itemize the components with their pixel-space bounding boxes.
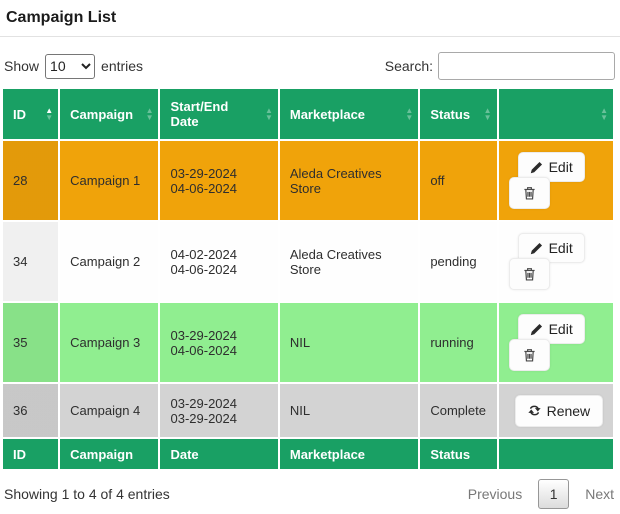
sort-icon: ▲ ▼ bbox=[264, 106, 273, 122]
column-header-label: ID bbox=[13, 106, 26, 122]
entries-label: entries bbox=[101, 58, 144, 74]
footer-status: Status bbox=[420, 439, 497, 469]
cell-status: off bbox=[420, 141, 497, 220]
cell-id: 36 bbox=[3, 384, 59, 437]
cell-dates: 03-29-2024 03-29-2024 bbox=[160, 384, 278, 437]
cell-id: 34 bbox=[3, 222, 59, 301]
page-title: Campaign List bbox=[6, 9, 117, 26]
footer-marketplace: Marketplace bbox=[279, 439, 419, 469]
cell-campaign: Campaign 4 bbox=[60, 384, 159, 437]
cell-id: 35 bbox=[3, 303, 59, 382]
column-header-status[interactable]: Status ▲ ▼ bbox=[420, 89, 497, 139]
delete-button[interactable] bbox=[508, 177, 550, 209]
footer-campaign: Campaign bbox=[60, 439, 159, 469]
column-header-campaign[interactable]: Campaign ▲ ▼ bbox=[60, 89, 159, 139]
column-header-label: Marketplace bbox=[289, 106, 366, 122]
page-length-control: Show 10 entries bbox=[4, 53, 144, 79]
trash-icon bbox=[523, 186, 536, 200]
cell-dates: 04-02-2024 04-06-2024 bbox=[160, 222, 278, 301]
footer-row: ID Campaign Date Marketplace Status bbox=[3, 439, 613, 469]
pagination-page-1[interactable]: 1 bbox=[538, 479, 570, 509]
footer-id: ID bbox=[3, 439, 59, 469]
edit-button-label: Edit bbox=[548, 321, 573, 337]
search-label: Search: bbox=[384, 58, 433, 74]
pagination: Previous 1 Next bbox=[468, 479, 614, 509]
edit-button-label: Edit bbox=[548, 240, 573, 256]
column-header-label: Status bbox=[430, 106, 471, 122]
cell-marketplace: Aleda Creatives Store bbox=[279, 222, 419, 301]
cell-actions: Edit bbox=[498, 141, 613, 220]
renew-button-label: Renew bbox=[546, 402, 591, 419]
column-header-marketplace[interactable]: Marketplace ▲ ▼ bbox=[279, 89, 419, 139]
pencil-icon bbox=[530, 242, 543, 255]
column-header-actions[interactable]: ▲ ▼ bbox=[498, 89, 613, 139]
cell-campaign: Campaign 1 bbox=[60, 141, 159, 220]
cell-dates: 03-29-2024 04-06-2024 bbox=[160, 303, 278, 382]
cell-marketplace: Aleda Creatives Store bbox=[279, 141, 419, 220]
cell-actions: Edit bbox=[498, 222, 613, 301]
delete-button[interactable] bbox=[508, 258, 550, 290]
cell-dates: 03-29-2024 04-06-2024 bbox=[160, 141, 278, 220]
header-row: ID ▲ ▼ Campaign ▲ ▼ Start/End Date ▲ ▼ Mark… bbox=[3, 89, 613, 139]
refresh-icon bbox=[527, 404, 541, 417]
campaign-table: ID ▲ ▼ Campaign ▲ ▼ Start/End Date ▲ ▼ Mark… bbox=[1, 87, 615, 471]
cell-marketplace: NIL bbox=[279, 303, 419, 382]
sort-icon: ▲ ▼ bbox=[405, 106, 414, 122]
pagination-next[interactable]: Next bbox=[585, 486, 614, 502]
cell-actions: Edit bbox=[498, 303, 613, 382]
sort-icon: ▲ ▼ bbox=[45, 106, 54, 122]
title-divider bbox=[0, 36, 620, 37]
pencil-icon bbox=[530, 161, 543, 174]
pagination-previous[interactable]: Previous bbox=[467, 486, 523, 502]
cell-actions: Renew bbox=[498, 384, 613, 437]
search-input[interactable] bbox=[438, 52, 615, 80]
sort-icon: ▲ ▼ bbox=[145, 106, 154, 122]
renew-button[interactable]: Renew bbox=[514, 394, 604, 427]
cell-id: 28 bbox=[3, 141, 59, 220]
trash-icon bbox=[523, 267, 536, 281]
edit-button-label: Edit bbox=[548, 159, 573, 175]
entries-info: Showing 1 to 4 of 4 entries bbox=[4, 486, 170, 502]
column-header-id[interactable]: ID ▲ ▼ bbox=[3, 89, 59, 139]
search-control: Search: bbox=[385, 52, 615, 80]
cell-status: pending bbox=[420, 222, 497, 301]
delete-button[interactable] bbox=[508, 339, 550, 371]
cell-marketplace: NIL bbox=[279, 384, 419, 437]
bottom-bar: Showing 1 to 4 of 4 entries Previous 1 N… bbox=[4, 479, 614, 509]
cell-campaign: Campaign 2 bbox=[60, 222, 159, 301]
column-header-start-end-date[interactable]: Start/End Date ▲ ▼ bbox=[160, 89, 278, 139]
trash-icon bbox=[523, 348, 536, 362]
sort-icon: ▲ ▼ bbox=[600, 106, 608, 122]
footer-actions bbox=[498, 439, 613, 469]
table-row: 35 Campaign 3 03-29-2024 04-06-2024 NIL … bbox=[3, 303, 613, 382]
edit-button[interactable]: Edit bbox=[517, 233, 585, 263]
table-controls: Show 10 entries Search: bbox=[4, 52, 615, 80]
cell-status: running bbox=[420, 303, 497, 382]
show-label: Show bbox=[4, 58, 40, 74]
table-row: 34 Campaign 2 04-02-2024 04-06-2024 Aled… bbox=[3, 222, 613, 301]
column-header-label: Start/End Date bbox=[170, 99, 229, 129]
table-row: 28 Campaign 1 03-29-2024 04-06-2024 Aled… bbox=[3, 141, 613, 220]
column-header-label: Campaign bbox=[70, 106, 134, 122]
page-length-select[interactable]: 10 bbox=[45, 53, 96, 79]
table-row: 36 Campaign 4 03-29-2024 03-29-2024 NIL … bbox=[3, 384, 613, 437]
cell-status: Complete bbox=[420, 384, 497, 437]
sort-icon: ▲ ▼ bbox=[483, 106, 492, 122]
footer-date: Date bbox=[160, 439, 278, 469]
cell-campaign: Campaign 3 bbox=[60, 303, 159, 382]
pencil-icon bbox=[530, 323, 543, 336]
